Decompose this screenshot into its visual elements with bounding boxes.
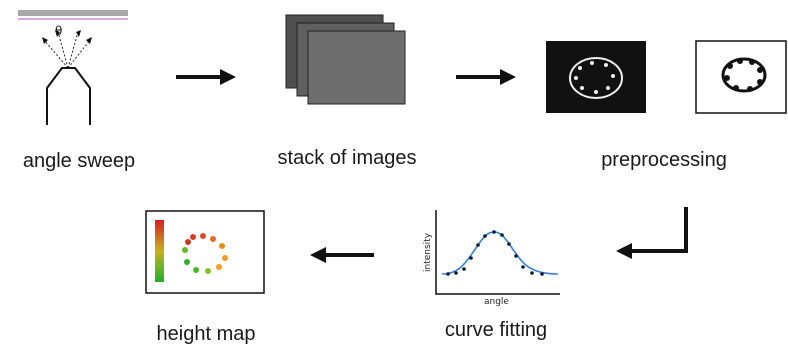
data-points: [446, 230, 544, 276]
height-map-image: [145, 210, 265, 294]
preprocessing-label: preprocessing: [601, 149, 727, 171]
processed-image: [695, 40, 787, 114]
objective-lens: [46, 67, 91, 125]
stack-of-images-label: stack of images: [277, 147, 417, 169]
height-map-label: height map: [156, 323, 256, 345]
beam-arrowheads: [42, 30, 92, 44]
image-stack: [285, 14, 406, 105]
theta-symbol: θ: [55, 24, 62, 38]
plot-axes: [435, 210, 560, 295]
arrow-3: [310, 247, 374, 263]
beam-fan: [43, 31, 91, 69]
x-axis-label: angle: [484, 297, 509, 307]
return-arrow: [616, 207, 688, 259]
arrow-2: [456, 69, 516, 85]
sample-bar: [18, 10, 128, 16]
angle-sweep-illustration: θ: [18, 10, 128, 125]
raw-image: [546, 41, 646, 113]
angle-sweep-label: angle sweep: [22, 150, 136, 172]
curve-fitting-label: curve fitting: [444, 319, 548, 341]
curve-fitting-plot: intensity angle: [423, 210, 560, 307]
height-colorbar: [155, 220, 164, 282]
arrow-1: [176, 69, 236, 85]
fitted-curve: [441, 231, 559, 275]
y-axis-label: intensity: [423, 232, 433, 272]
height-map-dots: [182, 233, 228, 274]
